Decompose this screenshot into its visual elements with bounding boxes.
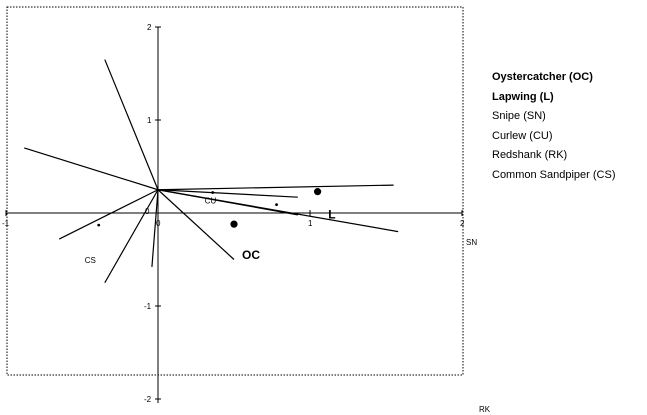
x-tick-label: 0 — [156, 219, 161, 228]
x-tick-label: 2 — [460, 219, 465, 228]
y-axis-label: RK — [479, 405, 491, 414]
plot-frame — [6, 6, 464, 376]
point-label: OC — [242, 248, 260, 262]
annotation-label: L — [328, 208, 335, 222]
legend-entry: Common Sandpiper (CS) — [492, 168, 616, 181]
data-point — [314, 188, 322, 196]
data-point — [275, 203, 278, 207]
biplot-vector — [157, 189, 399, 233]
biplot-vectors — [24, 59, 399, 284]
legend: Oystercatcher (OC) Lapwing (L) Snipe (SN) C… — [492, 68, 616, 186]
y-tick-label: -2 — [144, 395, 152, 404]
x-tick-label: 1 — [308, 219, 313, 228]
point-label: CS — [85, 256, 96, 265]
data-point — [230, 220, 238, 228]
y-tick-label: -1 — [144, 302, 152, 311]
legend-entry: Redshank (RK) — [492, 149, 568, 162]
biplot-vector — [104, 189, 159, 284]
legend-entry: Snipe (SN) — [492, 110, 546, 123]
biplot-vector — [157, 184, 394, 191]
axes: -1 0 1 2 -2 -1 1 2 0 SN RK — [2, 23, 491, 414]
point-labels: OC CU CS L — [85, 197, 336, 266]
biplot-vector — [151, 189, 159, 267]
biplot-vector — [157, 189, 235, 260]
origin-label: 0 — [145, 207, 150, 216]
data-points — [97, 188, 322, 228]
legend-entry: Curlew (CU) — [492, 129, 553, 142]
data-point — [97, 223, 101, 227]
biplot-vector — [58, 189, 159, 240]
legend-entry: Lapwing (L) — [492, 90, 554, 103]
y-tick-label: 1 — [147, 116, 152, 125]
point-label: CU — [205, 197, 217, 206]
biplot-vector — [157, 189, 298, 198]
x-tick-label: -1 — [2, 219, 10, 228]
x-axis-label: SN — [466, 238, 477, 247]
y-tick-label: 2 — [147, 23, 152, 32]
legend-entry: Oystercatcher (OC) — [492, 71, 593, 83]
biplot-vector — [104, 59, 159, 190]
biplot-vector — [24, 147, 159, 191]
data-point — [211, 191, 215, 194]
